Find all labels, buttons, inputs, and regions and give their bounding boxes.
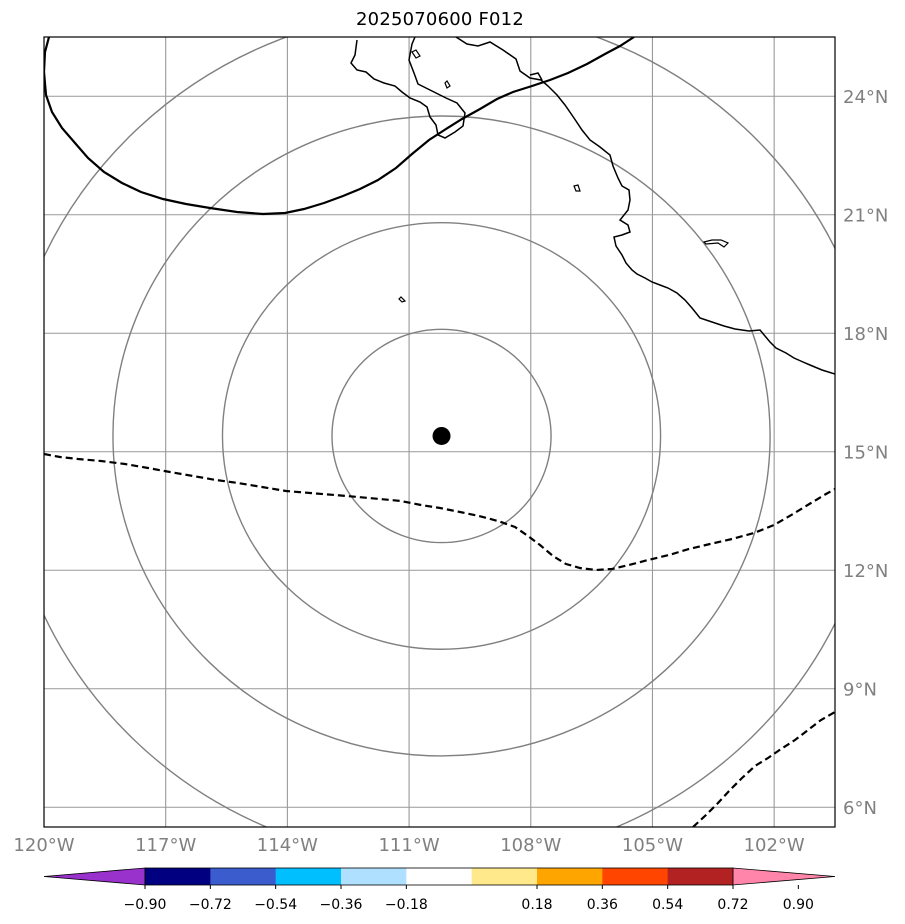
lat-tick-label: 12°N	[843, 561, 888, 582]
lon-tick-label: 108°W	[500, 835, 561, 856]
colorbar-tick-label: 0.18	[521, 897, 552, 913]
lat-tick-label: 15°N	[843, 442, 888, 463]
lon-tick-label: 114°W	[257, 835, 318, 856]
colorbar-segment	[275, 868, 342, 885]
colorbar-segment	[602, 868, 669, 885]
latitude-labels: 24°N 21°N 18°N 15°N 12°N 9°N 6°N	[843, 87, 888, 819]
island-e	[702, 239, 730, 248]
colorbar-tick-label: 0.90	[783, 897, 814, 913]
colorbar-tick-label: −0.72	[189, 897, 232, 913]
colorbar-segment	[667, 868, 734, 885]
colorbar-tick-label: 0.36	[587, 897, 618, 913]
colorbar-segment	[341, 868, 407, 885]
coastline	[350, 37, 835, 375]
colorbar-under-extension	[43, 867, 146, 886]
colorbar-segment	[406, 868, 473, 885]
graticule	[44, 37, 835, 827]
map-frame	[43, 36, 836, 828]
lon-tick-label: 117°W	[135, 835, 196, 856]
storm-center-marker	[432, 426, 451, 445]
lat-tick-label: 6°N	[843, 798, 877, 819]
longitude-labels: 120°W 117°W 114°W 111°W 108°W 105°W 102°W	[13, 835, 805, 856]
colorbar-segment	[471, 868, 538, 885]
lat-tick-label: 24°N	[843, 87, 888, 108]
colorbar-outline	[144, 867, 734, 886]
colorbar-tick-label: −0.18	[385, 897, 428, 913]
lon-tick-label: 102°W	[744, 835, 805, 856]
coastline-mainland	[350, 37, 835, 375]
lon-tick-label: 120°W	[13, 835, 74, 856]
contour-dashed-south	[692, 711, 835, 827]
colorbar-segment	[210, 868, 277, 885]
coastline-baja-bump	[529, 72, 543, 81]
lon-tick-label: 111°W	[378, 835, 439, 856]
colorbar: −0.90 −0.72 −0.54 −0.36 −0.18 0.18 0.36 0.54 0.7…	[43, 867, 836, 913]
lat-tick-label: 21°N	[843, 205, 888, 226]
island-c	[573, 184, 581, 192]
colorbar-segment	[145, 868, 211, 885]
range-rings	[44, 37, 835, 827]
range-ring	[331, 328, 552, 544]
colorbar-tick-label: −0.90	[124, 897, 167, 913]
range-ring	[221, 221, 662, 650]
colorbar-over-extension	[732, 867, 836, 886]
colorbar-tick-label: 0.54	[652, 897, 683, 913]
range-ring	[112, 115, 771, 757]
island-b	[444, 80, 451, 89]
lat-tick-label: 18°N	[843, 324, 888, 345]
lon-tick-label: 105°W	[622, 835, 683, 856]
island-d	[398, 296, 407, 303]
lat-tick-label: 9°N	[843, 679, 877, 700]
colorbar-segment	[537, 868, 603, 885]
contour-solid	[44, 37, 635, 216]
colorbar-tick-label: −0.54	[254, 897, 297, 913]
contours	[44, 37, 835, 827]
map-title: 2025070600 F012	[356, 9, 524, 30]
colorbar-tick-label: −0.36	[320, 897, 363, 913]
colorbar-tick-label: 0.72	[717, 897, 748, 913]
island-a	[411, 49, 421, 59]
contour-dashed-north	[44, 452, 835, 572]
